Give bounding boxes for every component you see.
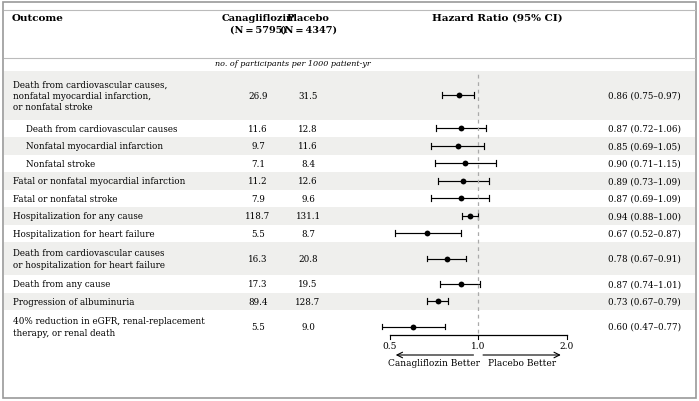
Text: 0.78 (0.67–0.91): 0.78 (0.67–0.91) bbox=[608, 254, 681, 263]
Text: 5.5: 5.5 bbox=[251, 322, 265, 331]
Text: Fatal or nonfatal myocardial infarction: Fatal or nonfatal myocardial infarction bbox=[13, 177, 185, 186]
Text: 0.87 (0.69–1.09): 0.87 (0.69–1.09) bbox=[608, 194, 681, 203]
Text: Fatal or nonfatal stroke: Fatal or nonfatal stroke bbox=[13, 194, 117, 203]
Bar bbox=[4, 172, 695, 190]
Text: 5.5: 5.5 bbox=[251, 229, 265, 238]
Text: Canagliflozin Better: Canagliflozin Better bbox=[388, 358, 480, 367]
Bar bbox=[4, 293, 695, 310]
Text: Outcome: Outcome bbox=[12, 14, 64, 23]
Text: Death from cardiovascular causes: Death from cardiovascular causes bbox=[26, 124, 178, 134]
Text: 0.60 (0.47–0.77): 0.60 (0.47–0.77) bbox=[608, 322, 681, 331]
Text: 19.5: 19.5 bbox=[298, 279, 317, 289]
Text: 11.6: 11.6 bbox=[298, 142, 318, 151]
Text: 26.9: 26.9 bbox=[248, 91, 268, 101]
Text: 31.5: 31.5 bbox=[298, 91, 317, 101]
Text: 11.6: 11.6 bbox=[248, 124, 268, 134]
Text: 9.6: 9.6 bbox=[301, 194, 315, 203]
Text: 118.7: 118.7 bbox=[245, 212, 271, 221]
Text: 0.87 (0.74–1.01): 0.87 (0.74–1.01) bbox=[608, 279, 681, 289]
Text: 17.3: 17.3 bbox=[248, 279, 268, 289]
Text: Death from any cause: Death from any cause bbox=[13, 279, 110, 289]
Text: 1.0: 1.0 bbox=[471, 341, 486, 350]
Text: Progression of albuminuria: Progression of albuminuria bbox=[13, 297, 134, 306]
Text: Death from cardiovascular causes,
nonfatal myocardial infarction,
or nonfatal st: Death from cardiovascular causes, nonfat… bbox=[13, 81, 167, 111]
Text: Hospitalization for any cause: Hospitalization for any cause bbox=[13, 212, 143, 221]
Text: 131.1: 131.1 bbox=[296, 212, 321, 221]
Text: 16.3: 16.3 bbox=[248, 254, 268, 263]
Text: 0.94 (0.88–1.00): 0.94 (0.88–1.00) bbox=[608, 212, 681, 221]
Text: 0.90 (0.71–1.15): 0.90 (0.71–1.15) bbox=[608, 159, 681, 168]
Text: Hospitalization for heart failure: Hospitalization for heart failure bbox=[13, 229, 154, 238]
Text: 89.4: 89.4 bbox=[248, 297, 268, 306]
Bar bbox=[4, 72, 695, 120]
Text: 12.8: 12.8 bbox=[298, 124, 318, 134]
Text: 0.85 (0.69–1.05): 0.85 (0.69–1.05) bbox=[608, 142, 681, 151]
Text: Hazard Ratio (95% CI): Hazard Ratio (95% CI) bbox=[432, 14, 563, 23]
Text: 9.0: 9.0 bbox=[301, 322, 315, 331]
Text: 8.4: 8.4 bbox=[301, 159, 315, 168]
Text: 12.6: 12.6 bbox=[298, 177, 318, 186]
Text: 128.7: 128.7 bbox=[296, 297, 321, 306]
Text: no. of participants per 1000 patient-yr: no. of participants per 1000 patient-yr bbox=[215, 60, 371, 68]
Text: 2.0: 2.0 bbox=[559, 341, 574, 350]
Text: 0.89 (0.73–1.09): 0.89 (0.73–1.09) bbox=[608, 177, 681, 186]
Text: 20.8: 20.8 bbox=[298, 254, 318, 263]
Text: 40% reduction in eGFR, renal-replacement
therapy, or renal death: 40% reduction in eGFR, renal-replacement… bbox=[13, 317, 205, 337]
Text: 0.87 (0.72–1.06): 0.87 (0.72–1.06) bbox=[608, 124, 681, 134]
Text: 0.73 (0.67–0.79): 0.73 (0.67–0.79) bbox=[608, 297, 681, 306]
Text: 11.2: 11.2 bbox=[248, 177, 268, 186]
Text: 0.86 (0.75–0.97): 0.86 (0.75–0.97) bbox=[608, 91, 681, 101]
Text: Placebo Better: Placebo Better bbox=[489, 358, 556, 367]
Text: Placebo
(N = 4347): Placebo (N = 4347) bbox=[280, 14, 336, 34]
Text: Canagliflozin
(N = 5795): Canagliflozin (N = 5795) bbox=[222, 14, 294, 34]
Text: 7.1: 7.1 bbox=[251, 159, 265, 168]
Text: Nonfatal myocardial infarction: Nonfatal myocardial infarction bbox=[26, 142, 163, 151]
Bar bbox=[4, 207, 695, 225]
Bar bbox=[4, 138, 695, 155]
Text: 7.9: 7.9 bbox=[251, 194, 265, 203]
Text: Nonfatal stroke: Nonfatal stroke bbox=[26, 159, 95, 168]
Text: 0.67 (0.52–0.87): 0.67 (0.52–0.87) bbox=[608, 229, 681, 238]
Text: Death from cardiovascular causes
or hospitalization for heart failure: Death from cardiovascular causes or hosp… bbox=[13, 249, 165, 269]
Bar bbox=[4, 242, 695, 275]
Text: 9.7: 9.7 bbox=[251, 142, 265, 151]
Text: 0.5: 0.5 bbox=[383, 341, 397, 350]
Text: 8.7: 8.7 bbox=[301, 229, 315, 238]
